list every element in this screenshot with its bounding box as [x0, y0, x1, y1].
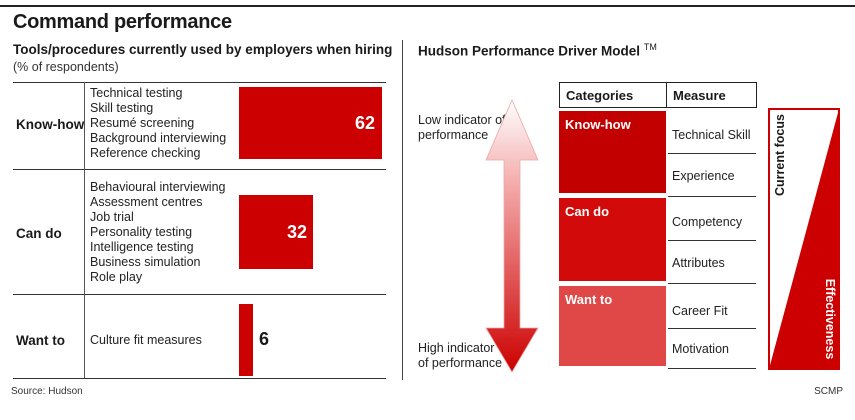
chart-subtitle: Tools/procedures currently used by emplo… [13, 42, 393, 57]
measure-motivation: Motivation [672, 342, 729, 356]
tool-item: Assessment centres [90, 195, 203, 209]
measure-technical-skill: Technical Skill [672, 128, 751, 142]
focus-effectiveness-wedge [768, 108, 840, 370]
model-category-know-how: Know-how [559, 111, 666, 193]
tools-list-can-do: Behavioural interviewing Assessment cent… [90, 180, 226, 285]
table-rule-row2 [13, 294, 386, 295]
table-column-divider [84, 82, 85, 378]
top-rule [0, 5, 855, 7]
tool-item: Intelligence testing [90, 240, 194, 254]
high-indicator-label: High indicator of performance [418, 341, 503, 370]
tool-item: Job trial [90, 210, 134, 224]
measure-rule [668, 328, 756, 329]
table-rule-row1 [13, 169, 386, 170]
model-title: Hudson Performance Driver Model TM [418, 42, 657, 59]
model-title-text: Hudson Performance Driver Model [418, 43, 641, 59]
model-category-can-do: Can do [559, 198, 666, 281]
tool-item: Behavioural interviewing [90, 180, 226, 194]
low-indicator-label: Low indicator of performance [418, 113, 506, 142]
tools-list-know-how: Technical testing Skill testing Resumé s… [90, 86, 226, 161]
panel-divider [402, 40, 403, 380]
tool-item: Reference checking [90, 146, 201, 160]
chart-unit-label: (% of respondents) [13, 60, 119, 74]
category-label-know-how: Know-how [16, 117, 85, 132]
table-rule-bottom [13, 378, 386, 379]
trademark-mark: TM [643, 42, 657, 52]
source-credit: Source: Hudson [11, 386, 83, 397]
model-category-want-to: Want to [559, 286, 666, 366]
measure-rule [668, 153, 756, 154]
bar-want-to [239, 304, 253, 376]
measure-competency: Competency [672, 215, 743, 229]
measure-experience: Experience [672, 169, 735, 183]
measure-rule [668, 283, 756, 284]
table-rule-top [13, 82, 386, 83]
measure-rule [668, 240, 756, 241]
category-label-can-do: Can do [16, 226, 62, 241]
bar-value-know-how: 62 [355, 113, 376, 133]
measure-rule [668, 368, 756, 369]
header-measure: Measure [666, 82, 757, 108]
tool-item: Business simulation [90, 255, 201, 269]
tool-item: Technical testing [90, 86, 183, 100]
category-label-want-to: Want to [16, 333, 65, 348]
bar-know-how [239, 87, 382, 159]
bar-can-do [239, 195, 313, 269]
bar-value-can-do: 32 [287, 222, 308, 242]
tool-item: Role play [90, 270, 143, 284]
current-focus-label: Current focus [773, 114, 787, 196]
tools-list-want-to: Culture fit measures [90, 333, 202, 348]
tool-item: Skill testing [90, 101, 154, 115]
effectiveness-label: Effectiveness [823, 278, 837, 360]
page-title: Command performance [13, 11, 232, 33]
double-arrow-icon [485, 98, 539, 373]
publisher-credit: SCMP [814, 386, 843, 397]
tool-item: Resumé screening [90, 116, 195, 130]
bar-value-want-to: 6 [259, 329, 270, 349]
measure-rule [668, 196, 756, 197]
tool-item: Culture fit measures [90, 333, 202, 347]
measure-career-fit: Career Fit [672, 304, 728, 318]
measure-attributes: Attributes [672, 256, 725, 270]
tool-item: Background interviewing [90, 131, 227, 145]
tool-item: Personality testing [90, 225, 193, 239]
header-categories: Categories [559, 82, 667, 108]
